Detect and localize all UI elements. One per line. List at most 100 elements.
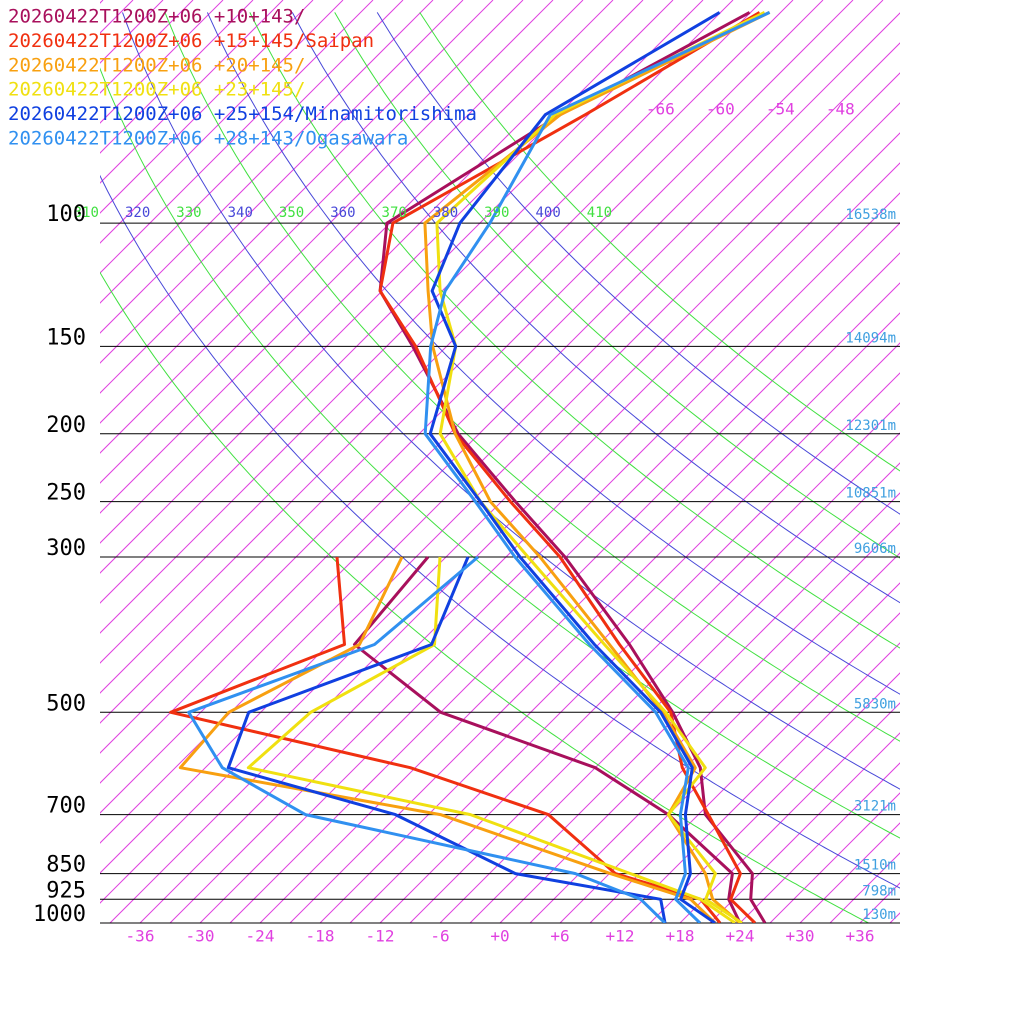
temperature-line bbox=[423, 11, 771, 923]
isotherm-label: -66 bbox=[646, 100, 675, 119]
y-tick-label: 925 bbox=[46, 878, 86, 903]
isotherm bbox=[100, 72, 900, 874]
isotherm bbox=[100, 0, 884, 784]
isotherm-label: -54 bbox=[766, 100, 795, 119]
isotherm bbox=[100, 0, 794, 694]
temperature-line bbox=[435, 11, 766, 923]
y-tick-label: 300 bbox=[46, 536, 86, 561]
x-tick-label: -24 bbox=[246, 927, 275, 946]
height-label: 16538m bbox=[845, 207, 896, 223]
adiabat-label: 390 bbox=[484, 205, 509, 221]
dewpoint-line bbox=[226, 556, 667, 923]
isotherm bbox=[469, 492, 900, 923]
x-tick-label: +24 bbox=[726, 927, 755, 946]
isotherm-label: -60 bbox=[706, 100, 735, 119]
adiabat bbox=[376, 12, 900, 515]
y-tick-label: 700 bbox=[46, 794, 86, 819]
legend-entry: 20260422T1200Z+06 +23+145/ bbox=[8, 79, 305, 101]
height-label: 12301m bbox=[845, 418, 896, 434]
isotherm bbox=[349, 372, 900, 923]
isotherm bbox=[529, 552, 900, 923]
x-tick-label: +18 bbox=[666, 927, 695, 946]
isotherm bbox=[100, 0, 404, 304]
adiabat bbox=[122, 12, 900, 790]
adiabat-label: 320 bbox=[125, 205, 150, 221]
temperature-line bbox=[428, 11, 721, 923]
isotherm-label: -48 bbox=[826, 100, 855, 119]
y-tick-label: 250 bbox=[46, 481, 86, 506]
adiabat-label: 350 bbox=[279, 205, 304, 221]
height-label: 9606m bbox=[854, 541, 896, 557]
adiabat-label: 330 bbox=[176, 205, 201, 221]
isotherm bbox=[100, 0, 554, 454]
adiabat-label: 310 bbox=[74, 205, 99, 221]
isotherm bbox=[100, 0, 524, 424]
height-label: 3121m bbox=[854, 799, 896, 815]
height-label: 14094m bbox=[845, 330, 896, 346]
isotherm bbox=[379, 402, 900, 923]
legend-entry: 20260422T1200Z+06 +20+145/ bbox=[8, 54, 305, 76]
isotherm bbox=[589, 612, 900, 923]
isotherm bbox=[409, 432, 900, 923]
legend-entry: 20260422T1200Z+06 +10+143/ bbox=[8, 6, 305, 28]
adiabat bbox=[100, 67, 900, 839]
dewpoint-line bbox=[246, 556, 736, 923]
x-tick-label: +12 bbox=[606, 927, 635, 946]
adiabat-label: 370 bbox=[382, 205, 407, 221]
isotherm bbox=[649, 672, 900, 923]
height-label: 10851m bbox=[845, 486, 896, 502]
isotherm bbox=[100, 0, 854, 754]
profiles bbox=[169, 11, 771, 923]
adiabat-label: 410 bbox=[587, 205, 612, 221]
adiabat bbox=[249, 12, 900, 649]
isotherm bbox=[499, 522, 900, 923]
isotherm bbox=[109, 132, 900, 923]
isotherm bbox=[889, 912, 900, 923]
height-label: 1510m bbox=[854, 858, 896, 874]
y-tick-label: 500 bbox=[46, 691, 86, 716]
isotherm bbox=[169, 192, 900, 923]
height-label: 130m bbox=[862, 907, 896, 923]
adiabat bbox=[100, 174, 900, 889]
height-label: 798m bbox=[862, 883, 896, 899]
isotherm bbox=[139, 162, 900, 923]
x-tick-label: +30 bbox=[786, 927, 815, 946]
isotherm bbox=[679, 702, 900, 923]
isotherm bbox=[199, 222, 900, 923]
adiabat bbox=[206, 12, 900, 695]
y-tick-label: 1000 bbox=[33, 902, 86, 927]
x-tick-label: +36 bbox=[846, 927, 875, 946]
adiabat-label: 360 bbox=[330, 205, 355, 221]
isotherm bbox=[289, 312, 900, 923]
dewpoint-line bbox=[187, 555, 667, 923]
temperature-line bbox=[378, 11, 761, 923]
temperature-line bbox=[423, 11, 771, 923]
adiabat bbox=[164, 12, 900, 742]
labels: 310 320 330 340 350 360 370 380 390 400 410 100 150 2… bbox=[8, 6, 896, 946]
adiabat-label: 340 bbox=[228, 205, 253, 221]
isotherm bbox=[100, 0, 824, 724]
grid bbox=[100, 222, 900, 924]
isotherm bbox=[769, 792, 900, 923]
isotherm bbox=[439, 462, 900, 923]
isotherm bbox=[100, 0, 644, 544]
dewpoint-line bbox=[353, 556, 742, 923]
x-tick-label: -30 bbox=[186, 927, 215, 946]
y-tick-label: 200 bbox=[46, 413, 86, 438]
isotherm bbox=[100, 0, 464, 364]
isotherm bbox=[100, 0, 494, 394]
isotherm bbox=[100, 0, 314, 214]
adiabat-label: 400 bbox=[535, 205, 560, 221]
temperature-line bbox=[378, 11, 767, 923]
isotherm bbox=[100, 0, 764, 664]
adiabat bbox=[334, 12, 900, 559]
isotherm bbox=[619, 642, 900, 923]
isotherm bbox=[559, 582, 900, 923]
adiabat bbox=[419, 12, 900, 472]
x-tick-label: -18 bbox=[306, 927, 335, 946]
legend-entry: 20260422T1200Z+06 +25+154/Minamitorishim… bbox=[8, 103, 477, 125]
y-tick-label: 850 bbox=[46, 853, 86, 878]
isotherm bbox=[100, 0, 284, 184]
